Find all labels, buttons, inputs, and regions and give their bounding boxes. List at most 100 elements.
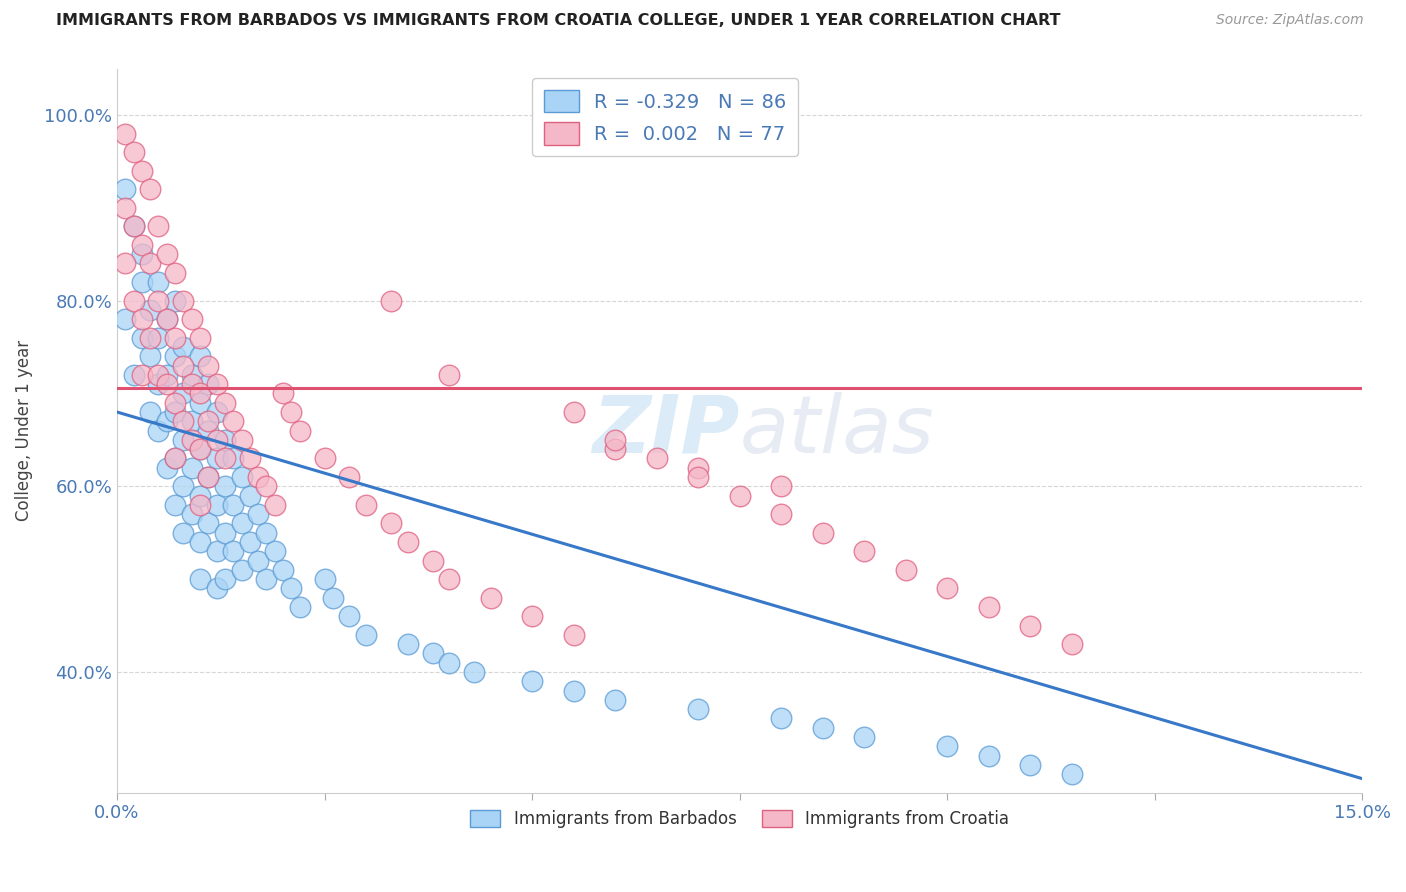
Point bbox=[271, 386, 294, 401]
Point bbox=[247, 507, 270, 521]
Point bbox=[114, 312, 136, 326]
Point bbox=[165, 498, 187, 512]
Point bbox=[114, 127, 136, 141]
Point bbox=[188, 442, 211, 457]
Point bbox=[280, 582, 302, 596]
Point bbox=[165, 395, 187, 409]
Point bbox=[139, 349, 162, 363]
Point bbox=[247, 553, 270, 567]
Point bbox=[271, 563, 294, 577]
Point bbox=[165, 451, 187, 466]
Point bbox=[197, 516, 219, 531]
Text: ZIP: ZIP bbox=[592, 392, 740, 469]
Point bbox=[188, 498, 211, 512]
Y-axis label: College, Under 1 year: College, Under 1 year bbox=[15, 340, 32, 521]
Point bbox=[131, 275, 153, 289]
Point bbox=[605, 433, 627, 447]
Point bbox=[122, 368, 145, 382]
Point bbox=[131, 238, 153, 252]
Point bbox=[339, 470, 361, 484]
Point bbox=[936, 582, 959, 596]
Point bbox=[148, 377, 170, 392]
Point bbox=[222, 414, 245, 428]
Point bbox=[254, 479, 277, 493]
Point bbox=[936, 739, 959, 754]
Point bbox=[254, 525, 277, 540]
Point bbox=[139, 256, 162, 270]
Point bbox=[180, 312, 202, 326]
Point bbox=[122, 219, 145, 234]
Point bbox=[811, 721, 834, 735]
Point bbox=[239, 451, 262, 466]
Point bbox=[188, 535, 211, 549]
Point bbox=[197, 424, 219, 438]
Point bbox=[165, 405, 187, 419]
Point bbox=[188, 572, 211, 586]
Point bbox=[156, 368, 179, 382]
Point bbox=[562, 405, 585, 419]
Point bbox=[247, 470, 270, 484]
Point bbox=[156, 414, 179, 428]
Point bbox=[977, 748, 1000, 763]
Point bbox=[180, 433, 202, 447]
Point bbox=[131, 312, 153, 326]
Point bbox=[231, 516, 253, 531]
Point bbox=[354, 498, 377, 512]
Point bbox=[977, 599, 1000, 614]
Point bbox=[422, 647, 444, 661]
Point bbox=[114, 201, 136, 215]
Point bbox=[205, 405, 228, 419]
Point bbox=[894, 563, 917, 577]
Point bbox=[114, 256, 136, 270]
Point bbox=[339, 609, 361, 624]
Point bbox=[156, 460, 179, 475]
Point bbox=[770, 479, 793, 493]
Point bbox=[1019, 757, 1042, 772]
Point bbox=[380, 293, 402, 308]
Point bbox=[605, 442, 627, 457]
Point bbox=[156, 377, 179, 392]
Point bbox=[231, 433, 253, 447]
Point bbox=[314, 451, 336, 466]
Point bbox=[214, 572, 236, 586]
Point bbox=[214, 395, 236, 409]
Point bbox=[728, 489, 751, 503]
Point bbox=[263, 498, 285, 512]
Point bbox=[139, 302, 162, 317]
Point bbox=[437, 572, 460, 586]
Point bbox=[122, 145, 145, 159]
Point bbox=[1060, 767, 1083, 781]
Point bbox=[205, 544, 228, 558]
Point bbox=[148, 293, 170, 308]
Point bbox=[254, 572, 277, 586]
Point bbox=[131, 163, 153, 178]
Point bbox=[222, 451, 245, 466]
Point bbox=[222, 498, 245, 512]
Point bbox=[165, 293, 187, 308]
Point bbox=[354, 628, 377, 642]
Point bbox=[197, 470, 219, 484]
Point bbox=[811, 525, 834, 540]
Point bbox=[520, 674, 543, 689]
Point bbox=[197, 359, 219, 373]
Point bbox=[520, 609, 543, 624]
Point bbox=[188, 442, 211, 457]
Point bbox=[322, 591, 344, 605]
Point bbox=[605, 693, 627, 707]
Point bbox=[562, 683, 585, 698]
Point bbox=[148, 219, 170, 234]
Point bbox=[172, 479, 194, 493]
Point bbox=[156, 312, 179, 326]
Point bbox=[188, 331, 211, 345]
Point bbox=[172, 433, 194, 447]
Point bbox=[172, 293, 194, 308]
Point bbox=[288, 424, 311, 438]
Point bbox=[131, 331, 153, 345]
Point bbox=[688, 702, 710, 716]
Point bbox=[122, 219, 145, 234]
Point bbox=[205, 433, 228, 447]
Point bbox=[114, 182, 136, 196]
Point bbox=[214, 479, 236, 493]
Point bbox=[148, 275, 170, 289]
Point bbox=[562, 628, 585, 642]
